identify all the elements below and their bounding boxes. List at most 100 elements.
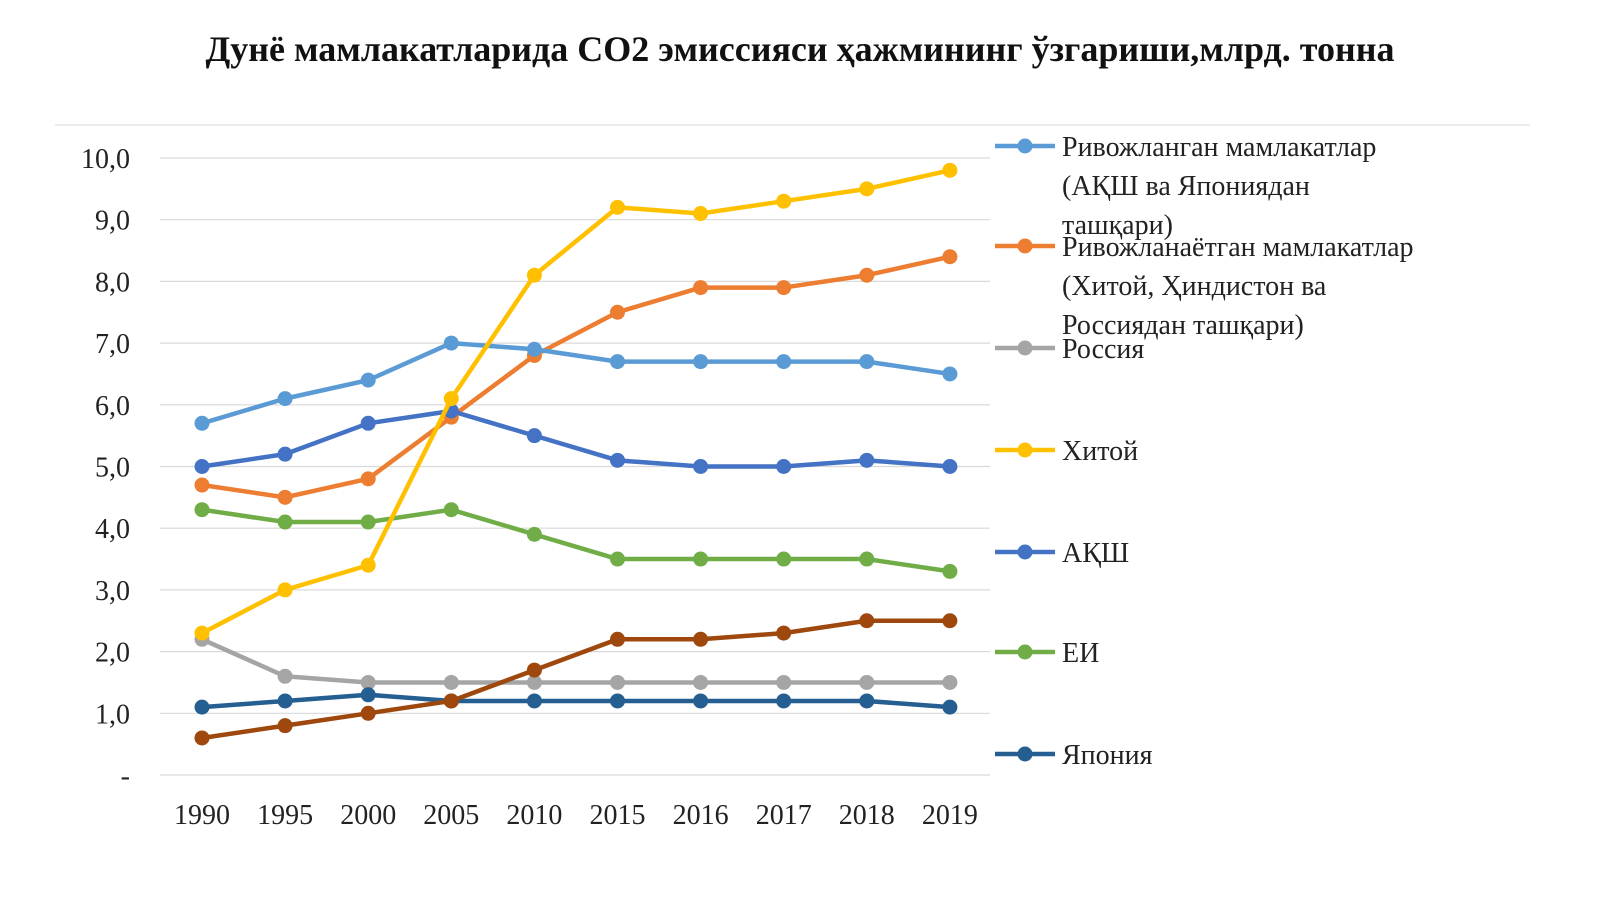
- data-point: [776, 674, 792, 690]
- legend-label: (АҚШ ва Япониядан: [1062, 171, 1310, 202]
- data-point: [776, 193, 792, 209]
- legend-label: Ривожланган мамлакатлар: [1062, 132, 1376, 163]
- series-line: [199, 254, 953, 500]
- data-point: [776, 625, 792, 641]
- data-point: [776, 551, 792, 567]
- data-point: [194, 459, 210, 474]
- y-tick-label: 7,0: [95, 329, 130, 360]
- legend-item: ЕИ: [995, 638, 1099, 669]
- legend-swatch-marker: [1017, 746, 1033, 762]
- legend-item: АҚШ: [995, 538, 1129, 569]
- data-point: [194, 502, 210, 518]
- data-point: [277, 514, 293, 530]
- data-point: [360, 687, 376, 703]
- data-point: [360, 557, 376, 573]
- data-point: [277, 391, 293, 407]
- data-point: [526, 428, 542, 444]
- data-point: [610, 631, 625, 647]
- data-point: [859, 674, 875, 690]
- series-lines: [194, 162, 958, 746]
- data-point: [360, 471, 376, 487]
- y-tick-label: 2,0: [95, 638, 130, 669]
- series-line: [199, 408, 953, 469]
- data-point: [859, 551, 875, 567]
- data-point: [277, 668, 293, 684]
- data-point: [360, 372, 376, 388]
- data-point: [610, 354, 625, 370]
- data-point: [443, 502, 459, 518]
- series: [194, 613, 958, 746]
- data-point: [942, 459, 958, 474]
- x-tick-label: 1995: [257, 800, 313, 831]
- legend-label: Россиядан ташқари): [1062, 310, 1304, 341]
- legend-swatch-marker: [1017, 238, 1033, 254]
- data-point: [942, 563, 958, 579]
- chart-title: Дунё мамлакатларида CO2 эмиссияси ҳажмин…: [205, 29, 1395, 69]
- x-tick-label: 1990: [174, 800, 230, 831]
- series-line: [199, 507, 953, 574]
- y-tick-label: 4,0: [95, 514, 130, 545]
- data-point: [610, 304, 625, 320]
- x-tick-label: 2010: [506, 800, 562, 831]
- x-tick-label: 2017: [756, 800, 812, 831]
- legend-item: Япония: [995, 740, 1153, 771]
- legend-item: Ривожланаётган мамлакатлар (Хитой, Ҳиндис…: [995, 232, 1414, 341]
- data-point: [360, 415, 376, 431]
- data-point: [859, 693, 875, 709]
- legend-swatch-marker: [1017, 442, 1033, 458]
- gridlines: [160, 157, 990, 776]
- data-point: [194, 477, 210, 493]
- data-point: [859, 181, 875, 197]
- x-tick-label: 2000: [340, 800, 396, 831]
- legend-item: Россия: [995, 334, 1144, 365]
- data-point: [859, 613, 875, 629]
- data-point: [194, 415, 210, 431]
- legend-swatch-marker: [1017, 644, 1033, 660]
- legend-label: Россия: [1062, 334, 1144, 365]
- legend-swatch-marker: [1017, 138, 1033, 154]
- legend-swatch-marker: [1017, 544, 1033, 560]
- series: [194, 249, 958, 505]
- data-point: [942, 249, 958, 265]
- data-point: [277, 446, 293, 462]
- data-point: [693, 280, 709, 296]
- x-tick-label: 2019: [922, 800, 978, 831]
- data-point: [942, 699, 958, 715]
- data-point: [776, 693, 792, 709]
- data-point: [693, 693, 709, 709]
- data-point: [360, 514, 376, 530]
- legend-label: Хитой: [1062, 436, 1138, 467]
- y-tick-label: 10,0: [81, 144, 130, 175]
- y-tick-label: 8,0: [95, 267, 130, 298]
- y-tick-label: 9,0: [95, 206, 130, 237]
- data-point: [942, 366, 958, 382]
- y-axis-ticks: - 1,0 2,0 3,0 4,0 5,0 6,0 7,0 8,0 9,0 10,0: [81, 144, 130, 792]
- series-line: [199, 692, 953, 710]
- legend-label: ЕИ: [1062, 638, 1099, 669]
- data-point: [859, 354, 875, 370]
- legend-label: (Хитой, Ҳиндистон ва: [1062, 271, 1327, 302]
- legend-label: Япония: [1062, 740, 1153, 771]
- data-point: [526, 693, 542, 709]
- legend-label: АҚШ: [1062, 538, 1129, 569]
- x-tick-label: 2005: [423, 800, 479, 831]
- series-line: [199, 637, 953, 685]
- y-tick-label: 5,0: [95, 453, 130, 484]
- x-tick-label: 2018: [839, 800, 895, 831]
- series: [194, 631, 958, 690]
- data-point: [942, 613, 958, 629]
- data-point: [776, 354, 792, 370]
- series-line: [199, 340, 953, 426]
- data-point: [610, 693, 625, 709]
- data-point: [443, 335, 459, 351]
- series: [194, 403, 958, 474]
- data-point: [693, 459, 709, 474]
- x-tick-label: 2015: [590, 800, 646, 831]
- data-point: [277, 718, 293, 734]
- series: [194, 335, 958, 431]
- data-point: [360, 705, 376, 721]
- series-line: [199, 168, 953, 636]
- legend: Ривожланган мамлакатлар (АҚШ ва Япониядан…: [995, 132, 1414, 771]
- data-point: [277, 693, 293, 709]
